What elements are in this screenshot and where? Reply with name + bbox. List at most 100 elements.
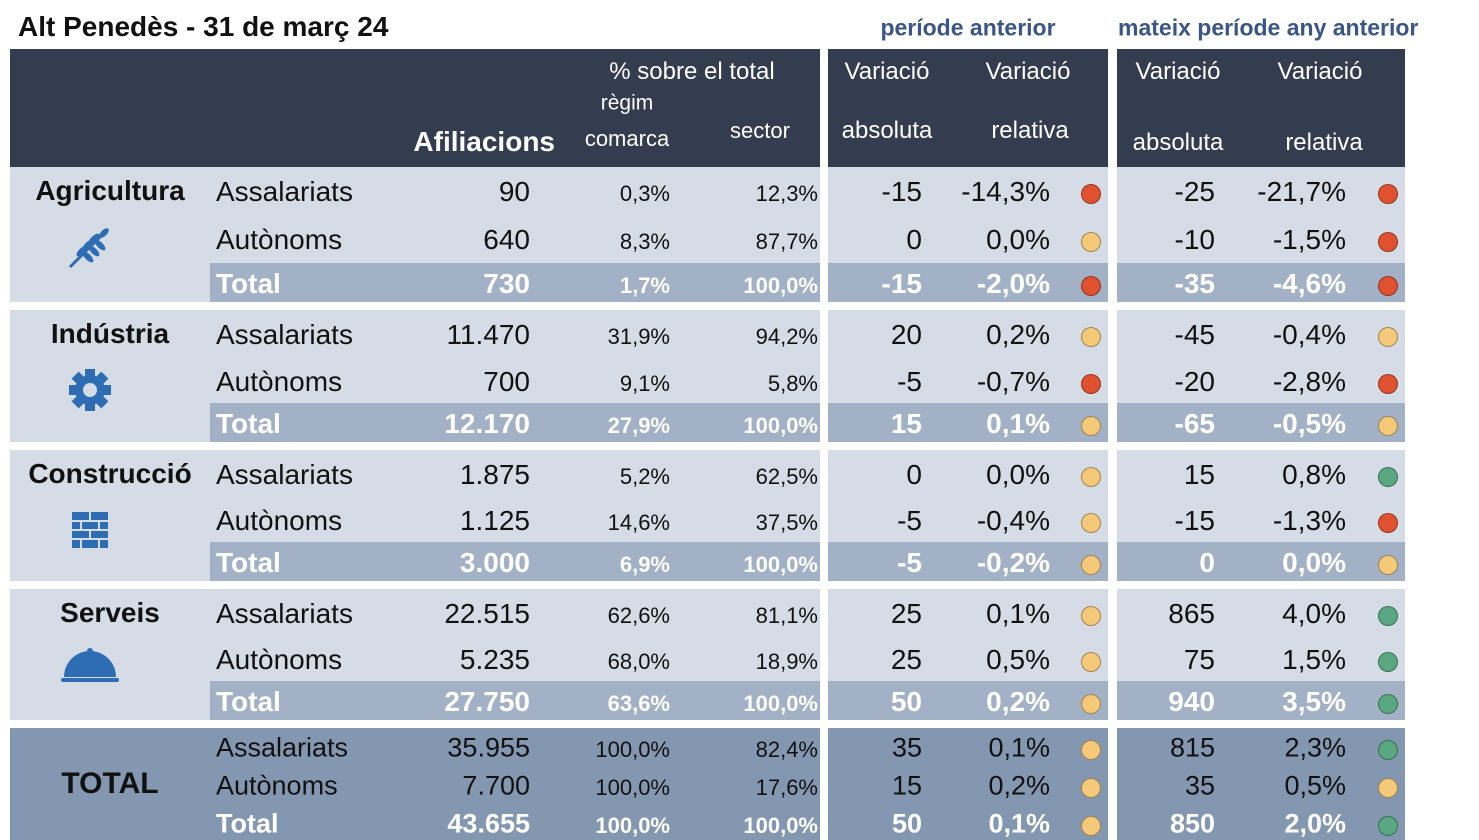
cell-abs: 865 xyxy=(1168,597,1215,629)
status-dot xyxy=(1081,554,1101,575)
category-cell xyxy=(10,450,210,581)
status-dot xyxy=(1081,815,1101,836)
status-dot xyxy=(1378,815,1398,836)
row-band xyxy=(828,263,1108,302)
cell-afiliacions: 1.125 xyxy=(459,504,530,536)
cell-abs: 35 xyxy=(1184,770,1215,801)
cell-sector: 18,9% xyxy=(755,648,818,674)
status-dot xyxy=(1378,373,1398,394)
cell-abs: -10 xyxy=(1174,224,1215,255)
category-cell xyxy=(10,728,210,840)
cell-afiliacions: 27.750 xyxy=(444,685,530,717)
column-header: % sobre el total xyxy=(609,58,775,85)
row-band xyxy=(1117,310,1405,358)
status-dot xyxy=(1378,184,1398,204)
status-dot xyxy=(1378,466,1398,487)
cell-comarca: 63,6% xyxy=(607,690,670,716)
cell-comarca: 5,2% xyxy=(619,463,670,489)
cell-rel: -0,4% xyxy=(976,504,1050,536)
cell-afiliacions: 12.170 xyxy=(444,407,530,439)
row-band xyxy=(828,450,1108,497)
cell-rel: -0,4% xyxy=(1272,319,1346,350)
row-band xyxy=(1117,681,1405,720)
cell-abs: 815 xyxy=(1169,732,1215,762)
row-label: Autònoms xyxy=(216,643,343,675)
cell-rel: -0,2% xyxy=(976,546,1050,578)
column-header: absoluta xyxy=(841,117,933,144)
group-label: període anterior xyxy=(880,14,1056,41)
row-label: Autònoms xyxy=(216,770,338,801)
row-band xyxy=(210,805,820,840)
status-dot xyxy=(1081,512,1101,533)
row-band xyxy=(210,450,820,497)
row-band xyxy=(828,542,1108,581)
column-header: Variació xyxy=(1277,58,1363,85)
cell-comarca: 68,0% xyxy=(607,648,670,674)
cell-afiliacions: 43.655 xyxy=(447,808,530,838)
row-band xyxy=(828,728,1108,765)
row-band xyxy=(1117,765,1405,805)
cell-rel: 2,0% xyxy=(1284,808,1346,838)
cell-rel: -2,8% xyxy=(1272,365,1346,397)
cell-rel: -21,7% xyxy=(1257,176,1346,207)
cell-afiliacions: 90 xyxy=(498,176,530,207)
row-band xyxy=(210,542,820,581)
row-band xyxy=(210,403,820,442)
cell-sector: 100,0% xyxy=(743,690,818,716)
cell-afiliacions: 11.470 xyxy=(446,319,530,350)
cell-comarca: 100,0% xyxy=(595,736,670,762)
cell-comarca: 100,0% xyxy=(595,812,670,838)
cell-sector: 5,8% xyxy=(767,370,818,396)
row-label: Assalariats xyxy=(216,458,353,490)
cell-abs: 50 xyxy=(890,685,922,717)
row-label: Autònoms xyxy=(216,224,343,255)
row-band xyxy=(210,358,820,403)
cell-comarca: 31,9% xyxy=(607,324,670,349)
status-dot xyxy=(1081,232,1101,252)
cell-abs: -25 xyxy=(1174,176,1215,207)
cell-comarca: 0,3% xyxy=(619,181,670,206)
cell-rel: -14,3% xyxy=(961,176,1050,207)
cell-sector: 87,7% xyxy=(755,229,818,254)
cell-rel: -2,0% xyxy=(976,267,1050,299)
row-band xyxy=(1117,450,1405,497)
cell-comarca: 9,1% xyxy=(619,370,670,396)
row-band xyxy=(1117,728,1405,765)
column-header: Variació xyxy=(985,58,1071,85)
column-header: Variació xyxy=(844,58,930,85)
row-band xyxy=(828,310,1108,358)
cell-sector: 100,0% xyxy=(743,812,818,838)
status-dot xyxy=(1378,327,1398,347)
status-dot xyxy=(1378,605,1398,626)
status-dot xyxy=(1378,232,1398,252)
cell-comarca: 8,3% xyxy=(619,229,670,254)
status-dot xyxy=(1081,275,1101,296)
category-label: Serveis xyxy=(60,597,160,628)
row-band xyxy=(828,636,1108,681)
column-header: sector xyxy=(730,118,790,143)
status-dot xyxy=(1081,651,1101,672)
cell-abs: 850 xyxy=(1169,808,1215,838)
row-band xyxy=(1117,358,1405,403)
cell-afiliacions: 1.875 xyxy=(459,458,530,490)
status-dot xyxy=(1081,327,1101,347)
title: Alt Penedès - 31 de març 24 xyxy=(18,11,389,42)
cell-sector: 100,0% xyxy=(743,551,818,577)
cell-rel: 0,1% xyxy=(988,732,1050,762)
cell-rel: 1,5% xyxy=(1282,643,1346,675)
group-label: mateix període any anterior xyxy=(1118,14,1419,41)
column-header: absoluta xyxy=(1132,129,1224,156)
status-dot xyxy=(1081,415,1101,436)
row-band xyxy=(1117,589,1405,636)
row-label: Assalariats xyxy=(216,176,353,207)
category-cell xyxy=(10,310,210,442)
cell-abs: -65 xyxy=(1174,407,1215,439)
status-dot xyxy=(1081,693,1101,714)
status-dot xyxy=(1378,554,1398,575)
cell-abs: -45 xyxy=(1174,319,1215,350)
cell-abs: 50 xyxy=(891,808,922,838)
cell-abs: 0 xyxy=(906,458,922,490)
row-label: Total xyxy=(216,546,281,578)
status-dot xyxy=(1378,693,1398,714)
